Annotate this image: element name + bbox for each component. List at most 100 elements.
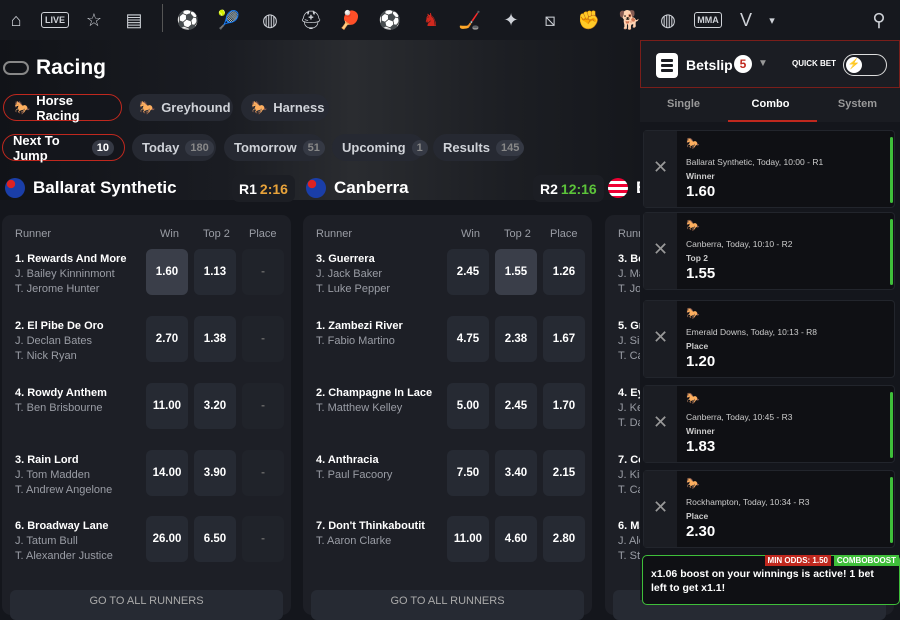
- filter-upcoming[interactable]: Upcoming 1: [332, 134, 428, 161]
- counter-strike-icon[interactable]: ✦: [503, 9, 519, 30]
- betslip-list-icon[interactable]: ▤: [125, 9, 143, 30]
- filter-count: 1: [411, 139, 428, 156]
- chevron-down-icon[interactable]: ▼: [758, 58, 768, 69]
- filter-today[interactable]: Today 180: [132, 134, 216, 161]
- filter-label: Tomorrow: [234, 140, 297, 155]
- odds-button-place[interactable]: -: [242, 383, 284, 429]
- close-icon[interactable]: ✕: [644, 213, 677, 289]
- tab-combo[interactable]: Combo: [751, 98, 790, 110]
- filter-tomorrow[interactable]: Tomorrow 51: [224, 134, 325, 161]
- runner-jockey: J. Ale: [618, 535, 645, 547]
- basketball-icon[interactable]: ◍: [262, 9, 278, 30]
- column-header-runner: Runner: [316, 228, 353, 240]
- odds-button-win[interactable]: 14.00: [146, 450, 188, 496]
- bet-odds: 1.55: [686, 265, 716, 282]
- runner-name[interactable]: 6. Ms: [618, 520, 646, 532]
- home-icon[interactable]: ⌂: [10, 9, 22, 30]
- odds-button-place[interactable]: -: [242, 516, 284, 562]
- horse-icon: 🐎: [686, 138, 700, 150]
- close-icon[interactable]: ✕: [644, 386, 677, 462]
- odds-button-top2[interactable]: 4.60: [495, 516, 537, 562]
- runner-name[interactable]: 1. Zambezi River: [316, 320, 403, 332]
- odds-button-place[interactable]: -: [242, 249, 284, 295]
- betslip-count-badge: 5: [734, 55, 752, 73]
- search-icon[interactable]: ⚲: [872, 9, 886, 30]
- filter-count: 51: [302, 139, 325, 156]
- more-caret-icon[interactable]: ▾: [769, 14, 775, 27]
- close-icon[interactable]: ✕: [644, 301, 677, 377]
- odds-button-top2[interactable]: 3.90: [194, 450, 236, 496]
- race-type-greyhound[interactable]: 🐎 Greyhound: [129, 94, 233, 121]
- odds-button-win[interactable]: 11.00: [146, 383, 188, 429]
- race-header[interactable]: Ballarat Synthetic: [5, 176, 177, 200]
- betslip-header: Betslip 5 ▼ QUICK BET ⚡: [640, 40, 900, 88]
- horse-racing-icon[interactable]: ♞: [422, 9, 440, 30]
- filter-next-to-jump[interactable]: Next To Jump 10: [2, 133, 125, 163]
- odds-button-win[interactable]: 5.00: [447, 383, 489, 429]
- ice-hockey-icon[interactable]: 🏒: [458, 9, 482, 30]
- horse-icon: 🐎: [686, 478, 700, 490]
- race-countdown: R1 2:16: [232, 175, 295, 202]
- odds-button-place[interactable]: 1.67: [543, 316, 585, 362]
- tennis-icon[interactable]: 🎾: [217, 9, 241, 30]
- live-icon[interactable]: LIVE: [41, 12, 69, 28]
- runner-name[interactable]: 3. Rain Lord: [15, 454, 79, 466]
- odds-button-win[interactable]: 26.00: [146, 516, 188, 562]
- odds-button-top2[interactable]: 1.55: [495, 249, 537, 295]
- odds-button-top2[interactable]: 1.13: [194, 249, 236, 295]
- odds-button-place[interactable]: 2.15: [543, 450, 585, 496]
- odds-button-top2[interactable]: 6.50: [194, 516, 236, 562]
- runner-name[interactable]: 6. Broadway Lane: [15, 520, 109, 532]
- betslip-title[interactable]: Betslip: [686, 57, 733, 73]
- boxing-icon[interactable]: ✊: [577, 9, 601, 30]
- close-icon[interactable]: ✕: [644, 471, 677, 547]
- odds-button-win[interactable]: 2.45: [447, 249, 489, 295]
- odds-button-place[interactable]: 1.70: [543, 383, 585, 429]
- runner-name[interactable]: 1. Rewards And More: [15, 253, 127, 265]
- tab-single[interactable]: Single: [666, 98, 700, 110]
- soccer-icon[interactable]: ⚽: [176, 9, 200, 30]
- valorant-icon[interactable]: V: [739, 9, 752, 30]
- odds-button-place[interactable]: -: [242, 316, 284, 362]
- runner-name[interactable]: 2. El Pibe De Oro: [15, 320, 104, 332]
- table-tennis-icon[interactable]: 🏓: [338, 9, 362, 30]
- all-runners-button[interactable]: GO TO ALL RUNNERS: [10, 590, 283, 620]
- star-icon[interactable]: ☆: [85, 9, 103, 30]
- odds-button-win[interactable]: 7.50: [447, 450, 489, 496]
- virtual-soccer-icon[interactable]: ⚽: [378, 9, 402, 30]
- greyhound-icon[interactable]: 🐕: [618, 9, 642, 30]
- runner-jockey: J. Tatum Bull: [15, 535, 78, 547]
- race-type-harness[interactable]: 🐎 Harness: [241, 94, 329, 121]
- runner-name[interactable]: 3. Guerrera: [316, 253, 375, 265]
- race-header[interactable]: Canberra: [306, 176, 409, 200]
- race-number: R1: [239, 180, 257, 197]
- tab-system[interactable]: System: [837, 98, 878, 110]
- odds-button-win[interactable]: 2.70: [146, 316, 188, 362]
- all-runners-button[interactable]: GO TO ALL RUNNERS: [311, 590, 584, 620]
- runner-trainer: T. Jerome Hunter: [15, 283, 100, 295]
- mma-icon[interactable]: MMA: [694, 12, 722, 28]
- odds-button-top2[interactable]: 2.45: [495, 383, 537, 429]
- dota-icon[interactable]: ⧅: [544, 9, 556, 30]
- odds-button-win[interactable]: 11.00: [447, 516, 489, 562]
- odds-button-place[interactable]: -: [242, 450, 284, 496]
- close-icon[interactable]: ✕: [644, 131, 677, 207]
- odds-button-place[interactable]: 2.80: [543, 516, 585, 562]
- odds-button-place[interactable]: 1.26: [543, 249, 585, 295]
- runner-name[interactable]: 2. Champagne In Lace: [316, 387, 433, 399]
- odds-button-top2[interactable]: 2.38: [495, 316, 537, 362]
- race-type-horse-racing[interactable]: 🐎 Horse Racing: [3, 93, 122, 123]
- odds-button-top2[interactable]: 3.20: [194, 383, 236, 429]
- odds-button-top2[interactable]: 1.38: [194, 316, 236, 362]
- bet-card: ✕ 🐎 Canberra, Today, 10:10 - R2 Top 2 1.55: [643, 212, 895, 290]
- runner-name[interactable]: 7. Don't Thinkaboutit: [316, 520, 425, 532]
- volleyball-icon[interactable]: ◍: [660, 9, 676, 30]
- runner-name[interactable]: 4. Anthracia: [316, 454, 379, 466]
- filter-results[interactable]: Results 145: [433, 134, 525, 161]
- quick-bet-toggle[interactable]: ⚡: [843, 54, 887, 76]
- runner-name[interactable]: 4. Rowdy Anthem: [15, 387, 107, 399]
- american-football-icon[interactable]: ⛑: [299, 9, 323, 30]
- odds-button-win[interactable]: 4.75: [447, 316, 489, 362]
- odds-button-top2[interactable]: 3.40: [495, 450, 537, 496]
- odds-button-win[interactable]: 1.60: [146, 249, 188, 295]
